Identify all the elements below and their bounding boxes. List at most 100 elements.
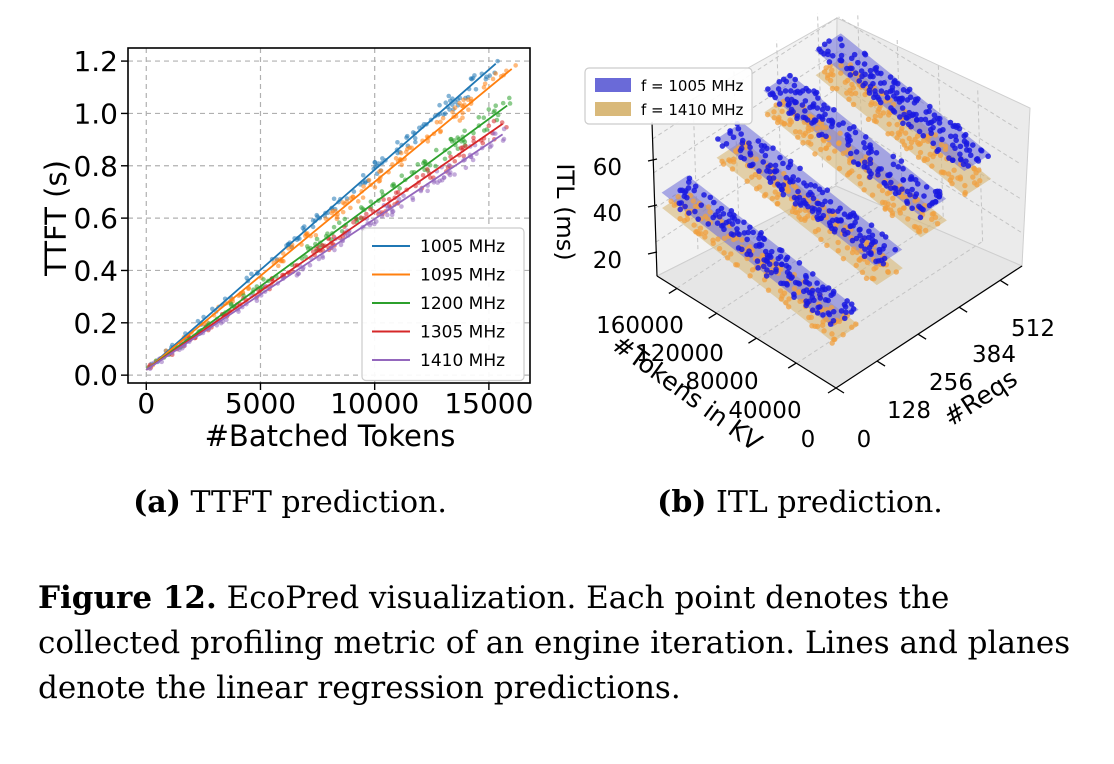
ttft-data-point (362, 180, 368, 186)
itl-data-point-1410 (728, 251, 734, 257)
itl-data-point-1005 (895, 95, 902, 102)
itl-data-point-1005 (832, 226, 838, 232)
itl-data-point-1005 (682, 203, 688, 210)
ttft-data-point (303, 254, 308, 260)
ttft-data-point (399, 173, 405, 178)
itl-reqs-axis (835, 265, 1023, 389)
itl-data-point-1005 (859, 73, 865, 80)
ttft-data-point (450, 109, 455, 115)
itl-legend-swatch (595, 102, 631, 116)
itl-z-tick (647, 251, 658, 255)
itl-data-point-1005 (770, 175, 777, 181)
itl-data-point-1410 (702, 229, 709, 236)
itl-data-point-1005 (803, 274, 810, 281)
itl-data-point-1005 (747, 144, 753, 151)
itl-data-point-1410 (835, 239, 841, 246)
itl-data-point-1410 (876, 183, 883, 189)
itl-data-point-1005 (745, 229, 752, 236)
itl-data-point-1410 (905, 216, 911, 222)
itl-data-point-1005 (861, 140, 867, 146)
itl-data-point-1005 (848, 301, 855, 307)
ttft-data-point (361, 184, 366, 189)
itl-data-point-1410 (836, 318, 843, 325)
itl-data-point-1005 (861, 253, 868, 260)
itl-data-point-1005 (860, 82, 866, 89)
ttft-data-point (446, 93, 452, 99)
itl-data-point-1005 (806, 281, 813, 287)
itl-data-point-1410 (875, 108, 881, 115)
itl-data-point-1410 (937, 152, 944, 159)
itl-data-point-1005 (909, 186, 915, 193)
ttft-data-point (390, 183, 395, 188)
itl-data-point-1410 (781, 121, 788, 127)
itl-data-point-1005 (867, 73, 874, 80)
itl-data-point-1410 (726, 157, 732, 163)
ttft-data-point (366, 177, 372, 183)
itl-data-point-1005 (848, 223, 854, 229)
itl-data-point-1005 (829, 217, 836, 224)
itl-data-point-1410 (690, 198, 696, 204)
itl-data-point-1410 (807, 134, 813, 140)
ttft-data-point (438, 119, 443, 125)
itl-reqs-tick (876, 360, 886, 367)
itl-data-point-1410 (797, 129, 803, 135)
itl-data-point-1005 (711, 199, 717, 206)
itl-data-point-1410 (800, 140, 806, 146)
ttft-data-point (461, 153, 467, 159)
itl-data-point-1005 (866, 87, 873, 93)
itl-data-point-1005 (829, 52, 836, 59)
ttft-data-point (493, 103, 499, 108)
itl-data-point-1005 (811, 297, 817, 304)
ttft-y-tick-label: 0.8 (73, 150, 118, 183)
itl-data-point-1005 (825, 48, 831, 55)
ttft-data-point (407, 145, 412, 150)
itl-data-point-1005 (816, 46, 822, 52)
ttft-data-point (487, 73, 493, 78)
itl-data-point-1005 (952, 145, 958, 152)
itl-data-point-1410 (957, 174, 964, 180)
itl-data-point-1005 (802, 108, 808, 114)
subcaption-a: (a) TTFT prediction. (133, 485, 447, 520)
itl-data-point-1005 (861, 61, 868, 67)
itl-data-point-1005 (892, 79, 899, 86)
itl-data-point-1005 (862, 144, 868, 151)
itl-data-point-1005 (786, 264, 792, 271)
itl-data-point-1005 (858, 68, 865, 74)
itl-data-point-1005 (715, 208, 722, 214)
itl-reqs-tick-label: 512 (1011, 316, 1055, 342)
itl-data-point-1410 (886, 189, 893, 196)
itl-data-point-1005 (825, 285, 832, 291)
itl-data-point-1005 (909, 205, 915, 212)
itl-data-point-1005 (812, 117, 819, 124)
itl-data-point-1005 (857, 226, 863, 233)
itl-data-point-1410 (893, 269, 899, 275)
itl-data-point-1410 (827, 77, 834, 84)
itl-data-point-1410 (783, 300, 789, 306)
itl-data-point-1005 (853, 149, 860, 155)
itl-data-point-1410 (834, 85, 840, 92)
itl-data-point-1005 (868, 170, 874, 177)
ttft-data-point (422, 159, 428, 165)
itl-data-point-1005 (776, 78, 783, 85)
ttft-data-point (434, 119, 440, 125)
ttft-data-point (332, 247, 337, 253)
ttft-data-point (351, 189, 357, 194)
itl-data-point-1410 (691, 222, 697, 228)
itl-data-point-1005 (848, 55, 855, 62)
itl-data-point-1410 (832, 148, 838, 154)
itl-data-point-1005 (707, 194, 714, 201)
itl-data-point-1410 (818, 146, 824, 153)
ttft-y-tick-label: 0.0 (73, 359, 118, 392)
itl-data-point-1005 (794, 196, 800, 202)
itl-data-point-1410 (962, 182, 968, 189)
itl-data-point-1005 (795, 188, 801, 195)
itl-data-point-1005 (701, 192, 707, 198)
itl-data-point-1005 (807, 182, 814, 188)
ttft-data-point (470, 157, 476, 163)
itl-data-point-1005 (947, 119, 954, 126)
itl-data-point-1005 (845, 138, 852, 145)
ttft-data-point (381, 197, 386, 202)
itl-data-point-1005 (935, 115, 941, 122)
itl-data-point-1005 (890, 161, 897, 168)
ttft-data-point (506, 95, 512, 101)
